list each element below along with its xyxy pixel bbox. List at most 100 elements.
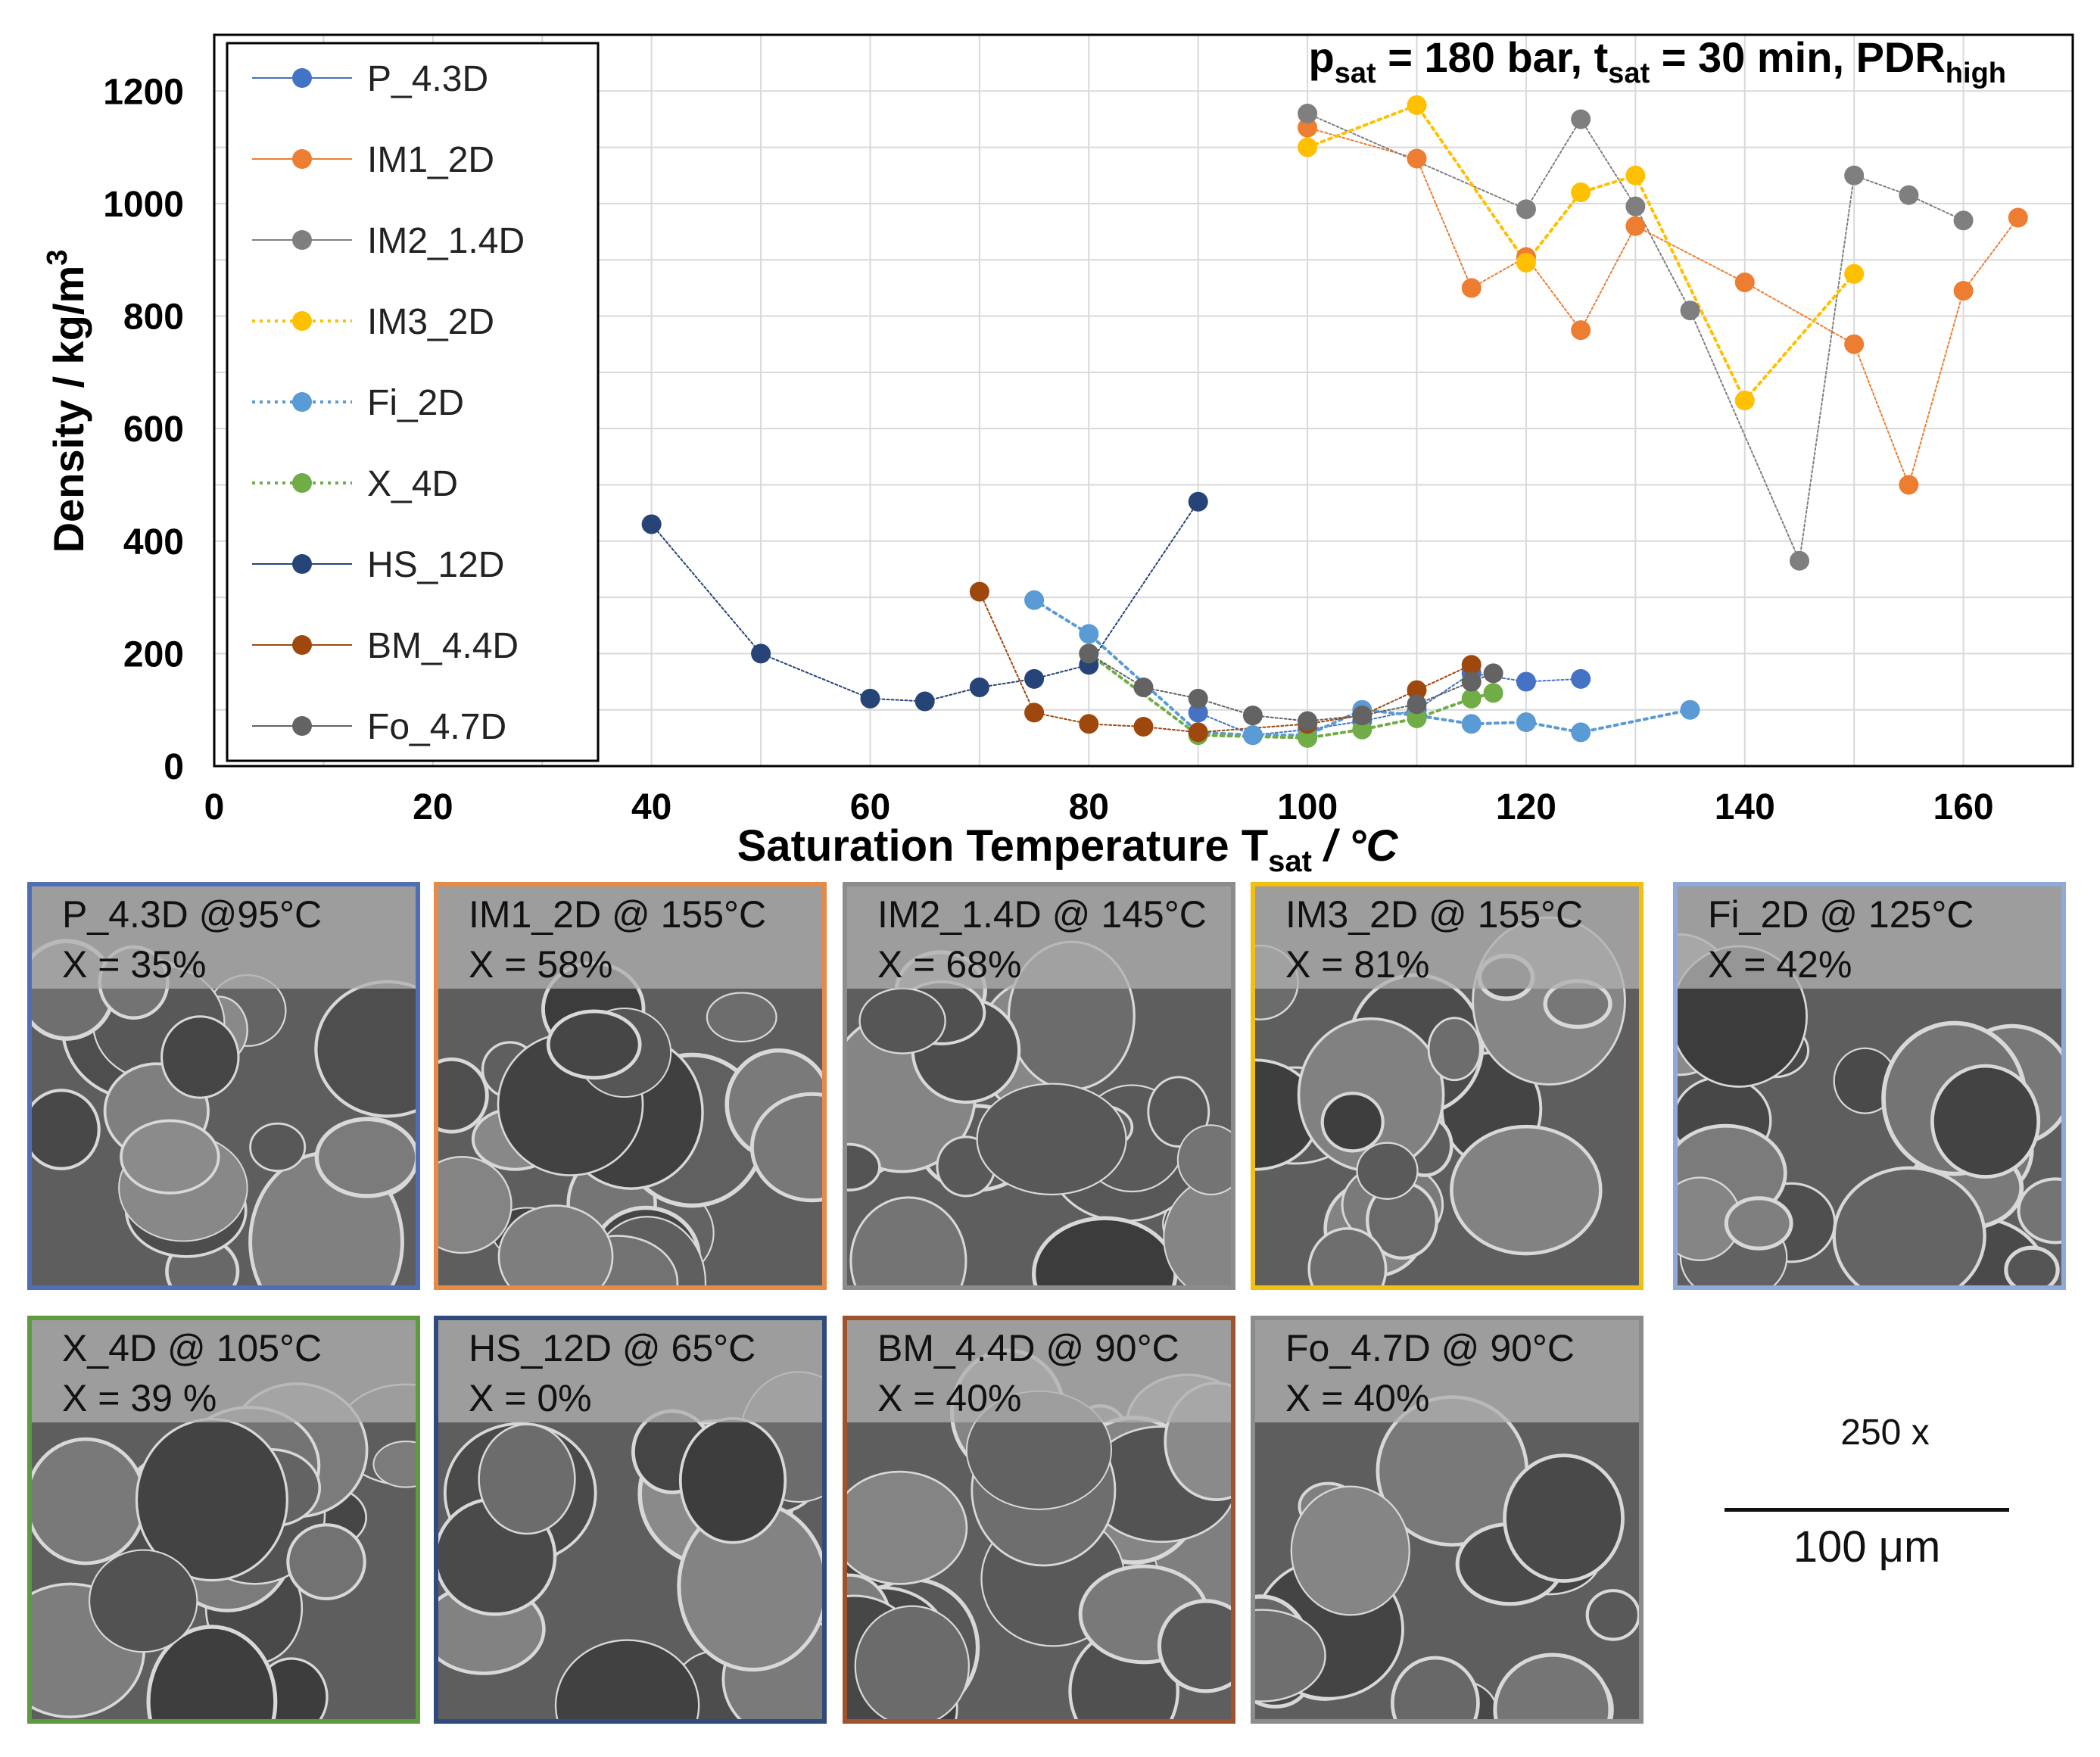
micrograph-crystallinity-label: X = 35% [62, 943, 207, 986]
legend-marker-hs-12d [292, 554, 312, 574]
legend-label-im3-2d: IM3_2D [367, 302, 494, 342]
foam-micrograph-image [438, 886, 822, 1285]
point-fi-2d [1079, 624, 1099, 644]
point-im1-2d [1899, 475, 1919, 495]
x-tick-label: 0 [204, 787, 225, 827]
point-fi-2d [1024, 590, 1045, 610]
caption-band [847, 1320, 1231, 1422]
point-fo-4-7d [1133, 677, 1154, 697]
point-x-4d [1461, 688, 1482, 709]
micrograph-tile: BM_4.4D @ 90°C X = 40% [843, 1316, 1235, 1724]
y-tick-label: 800 [123, 298, 184, 338]
point-fi-2d [1516, 712, 1536, 733]
x-tick-label: 140 [1715, 787, 1775, 827]
legend-marker-bm-4-4d [292, 635, 312, 655]
point-hs-12d [860, 688, 880, 709]
point-bm-4-4d [1024, 702, 1045, 723]
legend-label-im1-2d: IM1_2D [367, 140, 494, 180]
y-tick-label: 200 [123, 634, 184, 674]
point-fo-4-7d [1188, 688, 1208, 709]
point-im3-2d [1298, 137, 1318, 157]
point-hs-12d [969, 677, 989, 697]
series-line-im1-2d [1307, 126, 2019, 488]
legend: P_4.3D IM1_2D IM2_1.4D IM3_2D Fi_2D X_4D HS_12… [252, 59, 525, 747]
point-fo-4-7d [1242, 706, 1263, 726]
micrograph-crystallinity-label: X = 81% [1285, 943, 1430, 986]
point-im2-1-4d [1844, 165, 1865, 185]
legend-label-p-4-3d: P_4.3D [367, 59, 488, 99]
point-p-4-3d [1571, 668, 1591, 689]
point-im1-2d [1953, 281, 1974, 301]
micrograph-tile: IM1_2D @ 155°C X = 58% [434, 882, 827, 1290]
point-p-4-3d [1516, 671, 1536, 692]
caption-band [438, 886, 822, 989]
legend-label-im2-1-4d: IM2_1.4D [367, 221, 525, 261]
point-im1-2d [1844, 334, 1865, 354]
y-tick-label: 600 [123, 410, 184, 450]
point-x-4d [1298, 727, 1318, 748]
point-hs-12d [914, 691, 935, 712]
caption-band [32, 886, 416, 989]
x-tick-label: 60 [850, 787, 890, 827]
micrograph-crystallinity-label: X = 42% [1708, 943, 1852, 986]
point-bm-4-4d [1133, 716, 1154, 737]
point-bm-4-4d [969, 581, 989, 602]
micrograph-sample-label: IM3_2D @ 155°C [1285, 893, 1584, 936]
point-im1-2d [1407, 148, 1427, 169]
point-fi-2d [1242, 725, 1263, 746]
legend-marker-im2-1-4d [292, 230, 312, 250]
legend-marker-fo-4-7d [292, 716, 312, 736]
micrograph-sample-label: HS_12D @ 65°C [469, 1327, 756, 1369]
point-fo-4-7d [1461, 671, 1482, 692]
legend-label-bm-4-4d: BM_4.4D [367, 626, 519, 666]
legend-label-x-4d: X_4D [367, 464, 458, 504]
legend-label-fi-2d: Fi_2D [367, 383, 464, 423]
legend-marker-fi-2d [292, 392, 312, 412]
legend-label-fo-4-7d: Fo_4.7D [367, 707, 506, 747]
micrograph-sample-label: Fo_4.7D @ 90°C [1285, 1327, 1575, 1369]
point-bm-4-4d [1079, 714, 1099, 734]
y-tick-labels: 0 200 400 600 800 1000 1200 [103, 72, 184, 787]
x-axis-label: Saturation Temperature Tsat / °C [737, 821, 1399, 878]
point-im3-2d [1844, 263, 1865, 284]
x-tick-label: 160 [1933, 787, 1994, 827]
legend-marker-x-4d [292, 473, 312, 493]
point-hs-12d [1024, 668, 1045, 689]
point-fi-2d [1571, 722, 1591, 743]
chart-title: psat = 180 bar, tsat = 30 min, PDRhigh [1309, 33, 2006, 89]
micrograph-sample-label: BM_4.4D @ 90°C [877, 1327, 1179, 1369]
micrograph-crystallinity-label: X = 58% [469, 943, 613, 986]
point-im3-2d [1516, 252, 1536, 273]
x-tick-label: 120 [1496, 787, 1556, 827]
x-tick-label: 100 [1277, 787, 1338, 827]
micrograph-tile: Fo_4.7D @ 90°C X = 40% [1251, 1316, 1644, 1724]
point-fo-4-7d [1352, 706, 1372, 726]
point-im2-1-4d [1953, 210, 1974, 231]
micrograph-sample-label: Fi_2D @ 125°C [1708, 893, 1974, 936]
micrograph-crystallinity-label: X = 40% [1285, 1377, 1430, 1419]
point-fo-4-7d [1407, 694, 1427, 715]
micrograph-tile: P_4.3D @95°C X = 35% [27, 882, 420, 1290]
micrograph-tile: HS_12D @ 65°C X = 0% [434, 1316, 827, 1724]
point-im1-2d [1461, 278, 1482, 298]
micrograph-tile: Fi_2D @ 125°C X = 42% [1673, 882, 2066, 1290]
point-x-4d [1352, 719, 1372, 740]
micrograph-crystallinity-label: X = 0% [469, 1377, 592, 1419]
micrograph-crystallinity-label: X = 39 % [62, 1377, 217, 1419]
caption-band [32, 1320, 416, 1422]
point-im1-2d [1625, 216, 1646, 236]
legend-box [226, 42, 600, 762]
point-im3-2d [1625, 165, 1646, 185]
point-x-4d [1407, 708, 1427, 728]
plot-frame [213, 33, 2074, 768]
micrograph-tile: X_4D @ 105°C X = 39 % [27, 1316, 420, 1724]
x-tick-labels: 0 20 40 60 80 100 120 140 160 [204, 787, 1994, 827]
point-im1-2d [1734, 272, 1755, 292]
point-fi-2d [1680, 699, 1700, 720]
series-points [641, 95, 2028, 748]
point-fo-4-7d [1298, 711, 1318, 731]
point-p-4-3d [1188, 702, 1208, 723]
foam-micrograph-image [1255, 886, 1639, 1285]
y-tick-label: 1200 [103, 72, 184, 112]
micrograph-sample-label: X_4D @ 105°C [62, 1327, 322, 1369]
